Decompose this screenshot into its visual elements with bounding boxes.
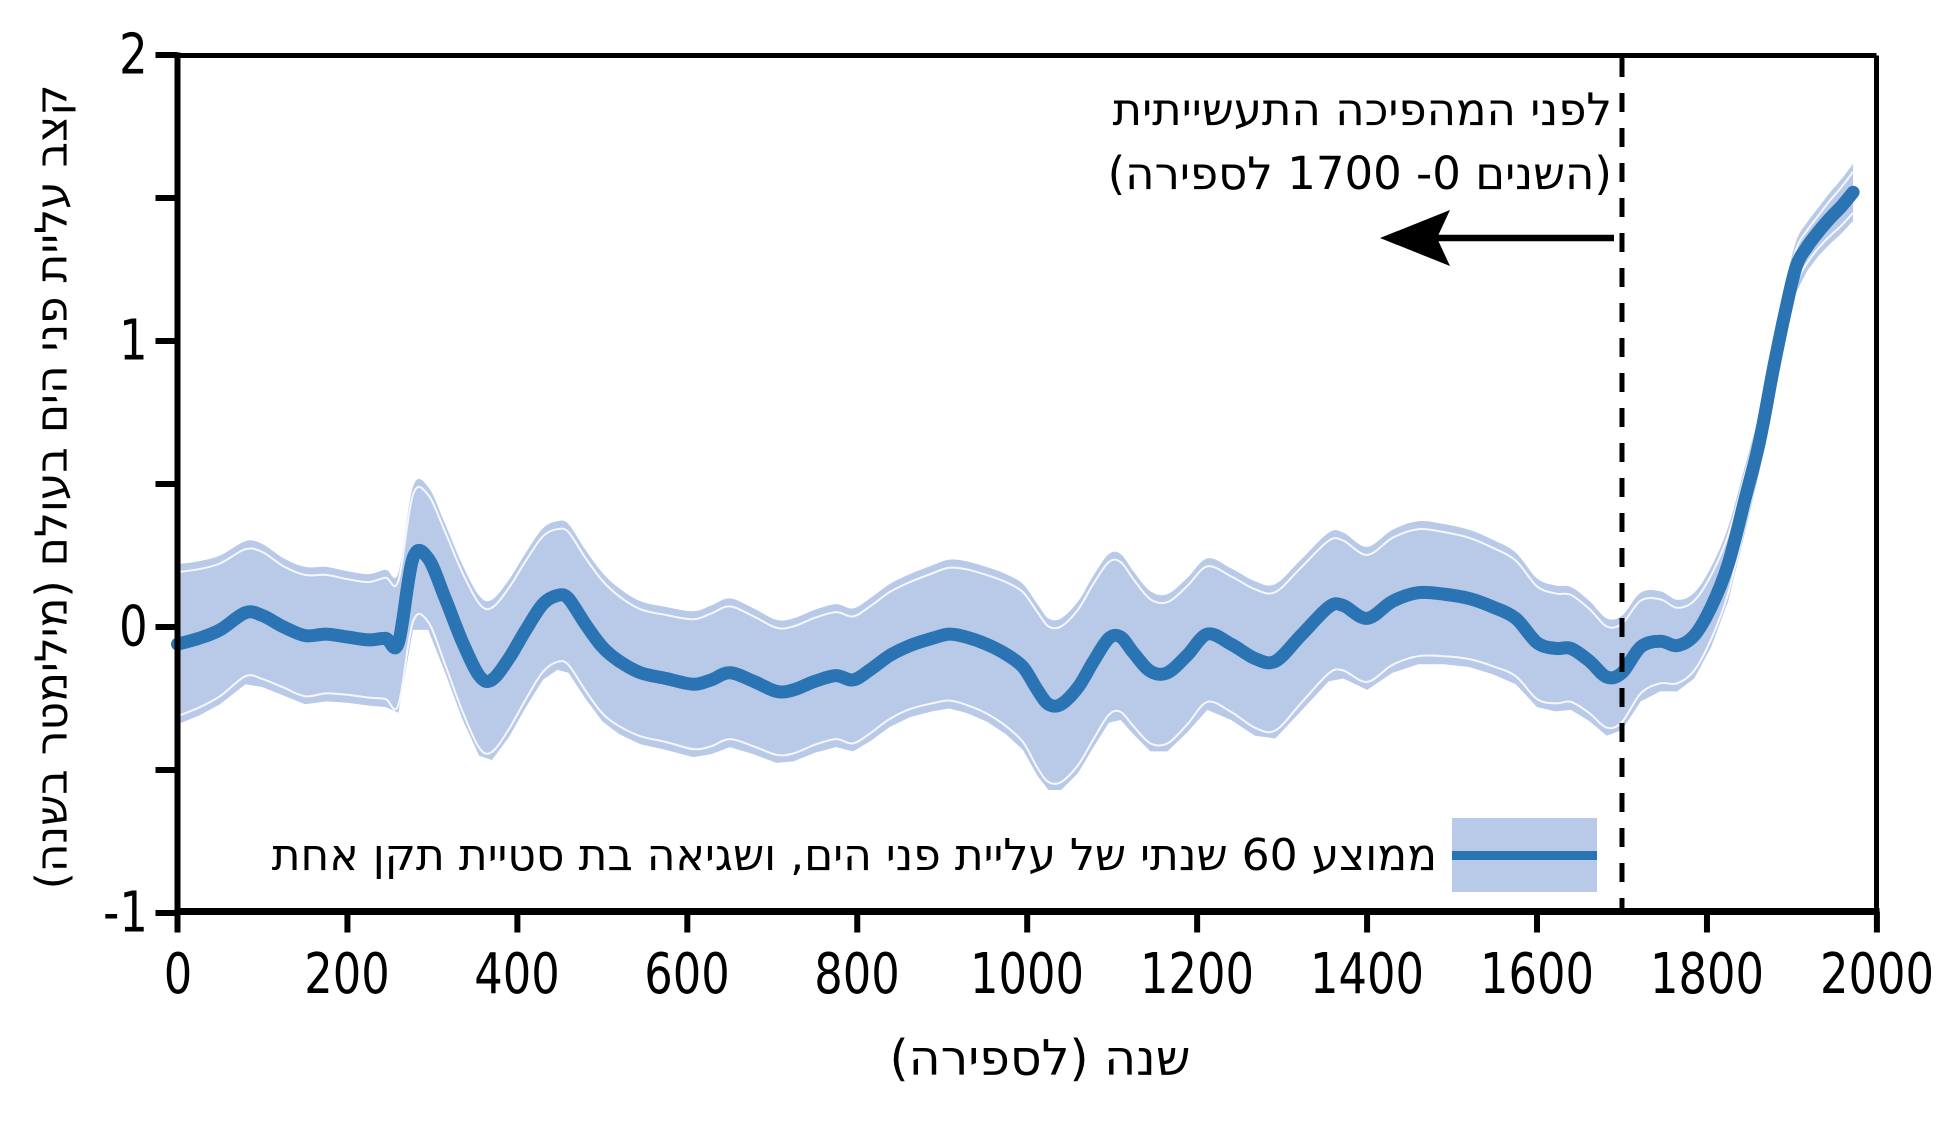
arrow-left-icon xyxy=(1380,210,1450,266)
x-tick-label: 600 xyxy=(644,942,731,1007)
x-tick-label: 200 xyxy=(304,942,391,1007)
x-tick-label: 1000 xyxy=(970,942,1085,1007)
band-inner-hairline-top xyxy=(177,171,1854,630)
legend-band-swatch xyxy=(1452,818,1597,892)
x-axis-label: שנה (לספירה) xyxy=(889,1030,1191,1087)
y-axis-label: קצב עליית פני הים בעולם (מילימטר בשנה) xyxy=(26,84,78,890)
pre-industrial-annotation: לפני המהפיכה התעשייתית (השנים 0- 1700 לס… xyxy=(1108,78,1612,206)
sea-level-rate-line xyxy=(171,185,1860,713)
x-tick-label: 800 xyxy=(814,942,901,1007)
x-tick-label: 1400 xyxy=(1310,942,1425,1007)
annotation-line-2: (השנים 0- 1700 לספירה) xyxy=(1107,147,1612,200)
x-tick-label: 2000 xyxy=(1819,942,1934,1007)
y-tick-label: 1 xyxy=(119,308,148,374)
y-tick-label: -1 xyxy=(103,880,148,946)
x-tick-label: 1600 xyxy=(1480,942,1595,1007)
uncertainty-band xyxy=(177,163,1854,790)
x-tick-label: 1200 xyxy=(1140,942,1255,1007)
annotation-line-1: לפני המהפיכה התעשייתית xyxy=(1112,83,1612,136)
y-tick-label: 0 xyxy=(119,594,148,660)
x-tick-label: 0 xyxy=(163,942,192,1007)
x-tick-label: 1800 xyxy=(1649,942,1764,1007)
band-inner-hairline-bottom xyxy=(177,212,1854,785)
legend-label: ממוצע 60 שנתי של עליית פני הים, ושגיאה ב… xyxy=(271,830,1437,881)
y-tick-label: 2 xyxy=(119,22,148,88)
legend-line-swatch xyxy=(1452,851,1597,860)
x-tick-label: 400 xyxy=(474,942,561,1007)
